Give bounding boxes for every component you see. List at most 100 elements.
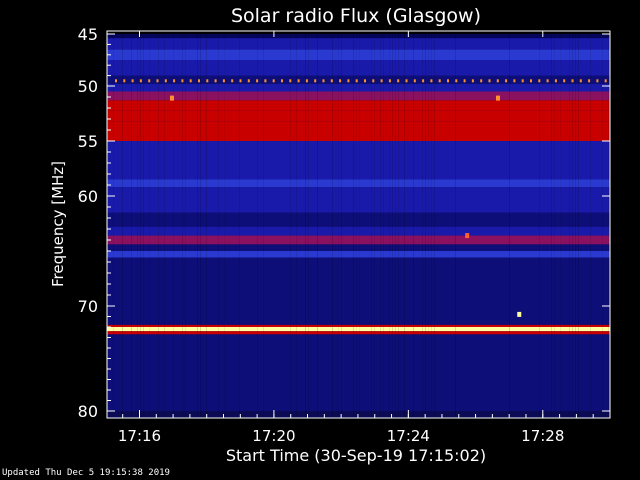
interference-dot	[596, 79, 599, 83]
interference-dot	[206, 79, 209, 83]
noise-column	[131, 34, 132, 418]
noise-column	[338, 34, 339, 418]
interference-dot	[471, 79, 474, 83]
frequency-band	[107, 38, 610, 50]
interference-dot	[521, 79, 524, 83]
frequency-band	[107, 324, 610, 327]
noise-column	[200, 34, 201, 418]
noise-column	[560, 34, 561, 418]
interference-dot	[480, 79, 483, 83]
noise-column	[425, 34, 426, 418]
noise-column	[383, 34, 384, 418]
interference-dot	[281, 79, 283, 83]
interference-dot	[455, 79, 458, 83]
burst-spot	[169, 95, 174, 101]
y-tick-label: 45	[78, 25, 98, 44]
frequency-band	[107, 49, 610, 60]
interference-dot	[173, 79, 176, 83]
interference-dot	[289, 79, 292, 83]
interference-dot	[579, 79, 582, 83]
plot-area	[106, 30, 611, 419]
interference-dot	[181, 79, 184, 83]
interference-dot	[430, 79, 433, 83]
interference-dot	[131, 79, 134, 83]
interference-dot	[397, 79, 400, 83]
noise-column	[158, 34, 159, 418]
noise-column	[371, 34, 372, 418]
noise-column	[143, 34, 144, 418]
plot-frame	[106, 30, 611, 419]
noise-column	[404, 34, 405, 418]
noise-column	[305, 34, 306, 418]
interference-dot	[164, 79, 167, 83]
noise-column	[431, 34, 432, 418]
noise-column	[149, 34, 150, 418]
noise-column	[539, 34, 540, 418]
noise-column	[389, 34, 390, 418]
interference-dot	[463, 79, 466, 83]
x-axis-label: Start Time (30-Sep-19 17:15:02)	[226, 446, 486, 465]
interference-dot	[297, 79, 300, 83]
noise-column	[413, 34, 414, 418]
interference-dot	[222, 79, 225, 83]
noise-column	[224, 34, 225, 418]
noise-column	[113, 34, 114, 418]
burst-spot	[495, 95, 500, 101]
noise-column	[569, 34, 570, 418]
noise-column	[257, 34, 258, 418]
noise-column	[359, 34, 360, 418]
interference-dot	[198, 79, 200, 83]
interference-dot	[588, 79, 591, 83]
interference-dot	[156, 79, 159, 83]
frequency-band	[107, 110, 610, 122]
frequency-band	[107, 121, 610, 141]
interference-dot	[571, 79, 574, 83]
noise-column	[422, 34, 423, 418]
interference-dot	[513, 79, 516, 83]
interference-dot	[322, 79, 325, 83]
interference-dot	[305, 79, 308, 83]
noise-column	[608, 34, 609, 418]
interference-dot	[447, 79, 449, 83]
noise-column	[137, 34, 138, 418]
interference-dot	[148, 79, 151, 83]
y-tick-label: 55	[78, 132, 98, 151]
frequency-band	[107, 331, 610, 335]
interference-dot	[256, 79, 259, 83]
interference-dot	[496, 79, 499, 83]
burst-spot	[517, 311, 522, 317]
frequency-band	[107, 75, 610, 84]
frequency-band	[107, 34, 610, 39]
interference-dot	[422, 79, 425, 83]
noise-column	[575, 34, 576, 418]
interference-dot	[438, 79, 441, 83]
x-tick-label: 17:20	[252, 427, 295, 445]
noise-column	[602, 34, 603, 418]
interference-dot	[115, 79, 117, 83]
frequency-band	[107, 244, 610, 251]
interference-dot	[388, 79, 391, 83]
interference-dot	[339, 79, 342, 83]
interference-dot	[231, 79, 234, 83]
noise-column	[182, 34, 183, 418]
interference-dot	[189, 79, 192, 83]
noise-column	[554, 34, 555, 418]
noise-column	[317, 34, 318, 418]
noise-column	[578, 34, 579, 418]
interference-dot	[123, 79, 126, 83]
interference-dot	[272, 79, 275, 83]
interference-dot	[372, 79, 375, 83]
interference-dot	[530, 79, 532, 83]
noise-column	[428, 34, 429, 418]
x-tick-label: 17:28	[521, 427, 564, 445]
interference-dot	[139, 79, 142, 83]
noise-column	[308, 34, 309, 418]
frequency-band	[107, 226, 610, 236]
interference-dot	[546, 79, 549, 83]
frequency-band	[107, 187, 610, 213]
interference-dot	[347, 79, 350, 83]
interference-dot	[380, 79, 383, 83]
x-tick-label: 17:16	[118, 427, 161, 445]
noise-column	[263, 34, 264, 418]
interference-dot	[538, 79, 541, 83]
